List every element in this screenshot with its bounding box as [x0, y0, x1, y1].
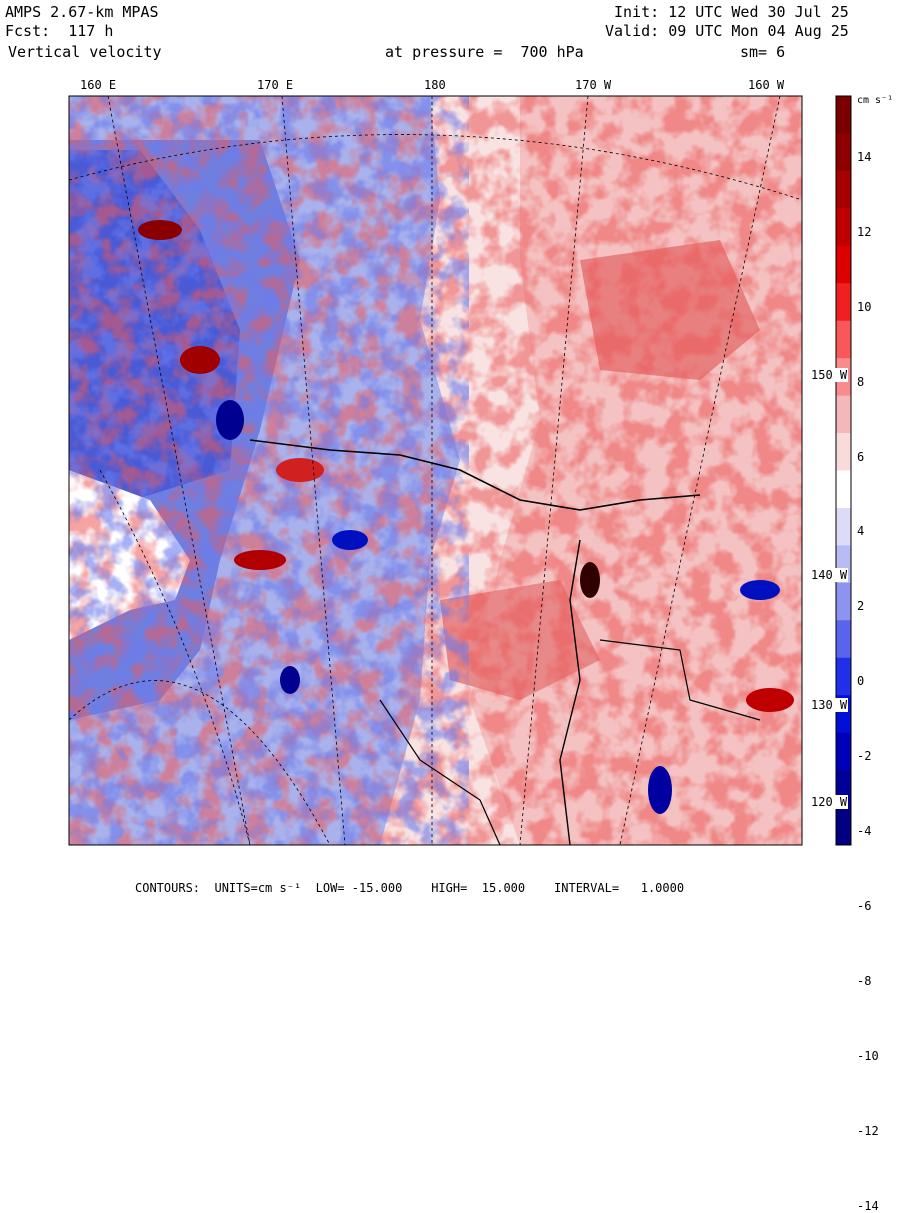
colorbar-segment	[836, 657, 851, 696]
forecast-hour: Fcst: 117 h	[5, 22, 114, 40]
lon-label: 170 W	[575, 78, 612, 92]
strong-cells	[138, 220, 794, 814]
lat-label: 130 W	[810, 698, 849, 712]
coastline	[559, 539, 581, 845]
colorbar-tick-label: 2	[857, 599, 865, 614]
colorbar-tick-label: 10	[857, 299, 872, 314]
colorbar-segment	[836, 320, 851, 359]
valid-time: Valid: 09 UTC Mon 04 Aug 25	[605, 22, 849, 40]
vertical-velocity-map	[68, 95, 852, 846]
colorbar-tick-label: 0	[857, 674, 865, 689]
colorbar-units: cm s⁻¹	[857, 95, 894, 106]
colorbar-tick-label: -6	[857, 898, 872, 913]
colorbar-tick-label: 14	[857, 149, 872, 164]
contour-info: CONTOURS: UNITS=cm s⁻¹ LOW= -15.000 HIGH…	[135, 881, 685, 895]
colorbar-segment	[836, 395, 851, 434]
coastline	[379, 699, 501, 845]
coastline	[599, 639, 761, 721]
colorbar-tick-label: -14	[857, 1198, 879, 1213]
colorbar-tick-label: 6	[857, 449, 865, 464]
lon-label: 160 W	[748, 78, 785, 92]
colorbar-segment	[836, 433, 851, 471]
colorbar-segment	[836, 170, 851, 209]
colorbar-segment	[836, 283, 851, 322]
colorbar-tick-label: -4	[857, 824, 872, 838]
pressure-level: at pressure = 700 hPa	[385, 43, 584, 61]
coastline	[249, 439, 701, 511]
lon-label: 180	[424, 78, 446, 92]
colorbar-tick-label: 4	[857, 524, 865, 539]
lat-label: 150 W	[810, 368, 849, 382]
colorbar-tick-label: -8	[857, 973, 872, 988]
field-name: Vertical velocity	[8, 43, 162, 61]
lon-label: 170 E	[257, 78, 294, 92]
colorbar-segment	[836, 245, 851, 284]
colorbar-segment	[836, 507, 851, 546]
map-frame	[68, 95, 803, 846]
colorbar-segment	[836, 620, 851, 659]
colorbar	[836, 96, 851, 846]
colorbar-tick-label: 8	[857, 374, 865, 389]
colorbar-segment	[836, 582, 851, 621]
lon-label: 160 E	[80, 78, 117, 92]
colorbar-tick-label: 12	[857, 224, 872, 239]
lat-label: 140 W	[810, 568, 849, 582]
colorbar-tick-label: -12	[857, 1123, 879, 1138]
colorbar-segment	[836, 208, 851, 247]
model-title: AMPS 2.67-km MPAS	[5, 3, 159, 21]
colorbar-segment	[836, 732, 851, 771]
colorbar-tick-label: -2	[857, 749, 872, 764]
smoothing: sm= 6	[740, 43, 786, 61]
colorbar-tick-label: -10	[857, 1048, 879, 1063]
colorbar-frame	[835, 95, 852, 846]
graticule	[69, 96, 802, 845]
colorbar-segment	[836, 96, 851, 134]
init-time: Init: 12 UTC Wed 30 Jul 25	[614, 3, 849, 21]
colorbar-segment	[836, 807, 851, 846]
lat-label: 120 W	[810, 795, 849, 809]
colorbar-segment	[836, 133, 851, 172]
colorbar-segment	[836, 470, 851, 509]
negative-noise-texture	[69, 96, 469, 845]
